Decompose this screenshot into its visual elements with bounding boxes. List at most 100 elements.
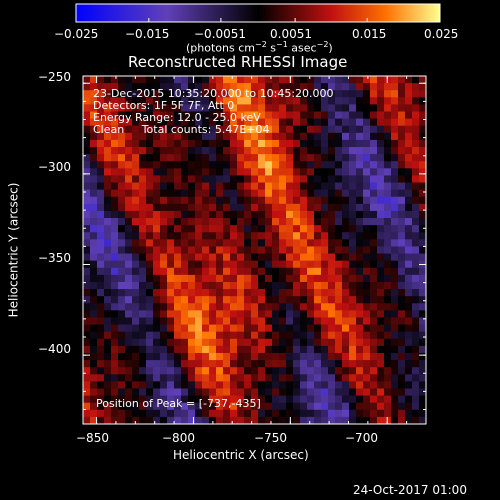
heatmap-cell: [83, 154, 91, 162]
heatmap-cell: [167, 374, 175, 382]
heatmap-cell: [258, 289, 266, 297]
heatmap-cell: [111, 409, 119, 418]
heatmap-cell: [181, 381, 189, 389]
heatmap-cell: [251, 76, 259, 84]
heatmap-cell: [335, 104, 343, 112]
heatmap-cell: [279, 303, 287, 311]
heatmap-cell: [104, 218, 112, 226]
heatmap-cell: [258, 338, 266, 347]
heatmap-cell: [363, 104, 371, 112]
heatmap-cell: [202, 76, 210, 84]
heatmap-cell: [286, 281, 294, 290]
heatmap-cell: [342, 416, 350, 425]
heatmap-cell: [104, 409, 112, 418]
heatmap-cell: [146, 210, 154, 219]
heatmap-cell: [370, 132, 378, 141]
heatmap-cell: [195, 303, 203, 311]
heatmap-cell: [146, 182, 154, 191]
heatmap-cell: [167, 168, 175, 176]
heatmap-cell: [195, 239, 203, 247]
heatmap-cell: [412, 189, 420, 198]
heatmap-cell: [314, 175, 322, 183]
heatmap-cell: [307, 232, 315, 240]
heatmap-cell: [195, 232, 203, 240]
heatmap-cell: [370, 118, 378, 127]
heatmap-cell: [202, 317, 210, 325]
heatmap-cell: [188, 381, 196, 389]
heatmap-cell: [412, 218, 420, 226]
heatmap-cell: [181, 388, 189, 396]
heatmap-cell: [139, 147, 147, 155]
heatmap-cell: [342, 338, 350, 347]
heatmap-cell: [377, 196, 385, 205]
heatmap-cell: [244, 189, 252, 198]
heatmap-cell: [195, 345, 203, 354]
heatmap-cell: [328, 260, 336, 269]
heatmap-cell: [349, 203, 357, 212]
heatmap-cell: [272, 303, 280, 311]
heatmap-cell: [139, 139, 147, 148]
heatmap-cell: [118, 381, 126, 389]
heatmap-cell: [202, 132, 210, 141]
heatmap-cell: [405, 76, 413, 84]
heatmap-cell: [398, 232, 406, 240]
heatmap-cell: [279, 111, 287, 120]
heatmap-cell: [83, 402, 91, 411]
heatmap-cell: [321, 175, 329, 183]
heatmap-cell: [342, 374, 350, 382]
heatmap-cell: [272, 395, 280, 404]
heatmap-cell: [230, 374, 238, 382]
heatmap-cell: [321, 168, 329, 176]
heatmap-cell: [104, 296, 112, 304]
heatmap-cell: [139, 175, 147, 183]
heatmap-cell: [83, 289, 91, 297]
heatmap-cell: [307, 104, 315, 112]
heatmap-cell: [209, 246, 217, 254]
heatmap-cell: [188, 83, 196, 91]
heatmap-cell: [370, 324, 378, 333]
heatmap-cell: [160, 182, 168, 191]
heatmap-cell: [405, 352, 413, 361]
heatmap-cell: [118, 132, 126, 141]
heatmap-cell: [286, 161, 294, 169]
heatmap-cell: [146, 246, 154, 254]
heatmap-cell: [307, 360, 315, 368]
heatmap-cell: [195, 416, 203, 425]
heatmap-cell: [244, 296, 252, 304]
heatmap-cell: [335, 395, 343, 404]
heatmap-cell: [286, 324, 294, 333]
heatmap-cell: [349, 218, 357, 226]
heatmap-cell: [209, 210, 217, 219]
heatmap-cell: [174, 97, 182, 105]
heatmap-cell: [188, 289, 196, 297]
heatmap-cell: [125, 203, 133, 212]
heatmap-cell: [391, 303, 399, 311]
heatmap-cell: [167, 289, 175, 297]
heatmap-cell: [419, 182, 427, 191]
heatmap-cell: [160, 267, 168, 276]
y-tick-label: −350: [38, 251, 71, 265]
heatmap-cell: [230, 210, 238, 219]
heatmap-cell: [195, 97, 203, 105]
heatmap-cell: [160, 281, 168, 290]
heatmap-cell: [230, 104, 238, 112]
heatmap-cell: [321, 338, 329, 347]
heatmap-cell: [398, 225, 406, 233]
heatmap-cell: [125, 310, 133, 318]
heatmap-cell: [293, 111, 301, 120]
heatmap-cell: [412, 267, 420, 276]
heatmap-cell: [321, 409, 329, 418]
heatmap-cell: [146, 402, 154, 411]
heatmap-cell: [132, 104, 140, 112]
heatmap-cell: [230, 161, 238, 169]
heatmap-cell: [244, 196, 252, 205]
heatmap-cell: [314, 260, 322, 269]
heatmap-cell: [181, 281, 189, 290]
heatmap-cell: [293, 104, 301, 112]
heatmap-cell: [139, 374, 147, 382]
heatmap-cell: [398, 182, 406, 191]
heatmap-cell: [419, 246, 427, 254]
heatmap-cell: [300, 132, 308, 141]
heatmap-cell: [398, 168, 406, 176]
heatmap-cell: [258, 203, 266, 212]
